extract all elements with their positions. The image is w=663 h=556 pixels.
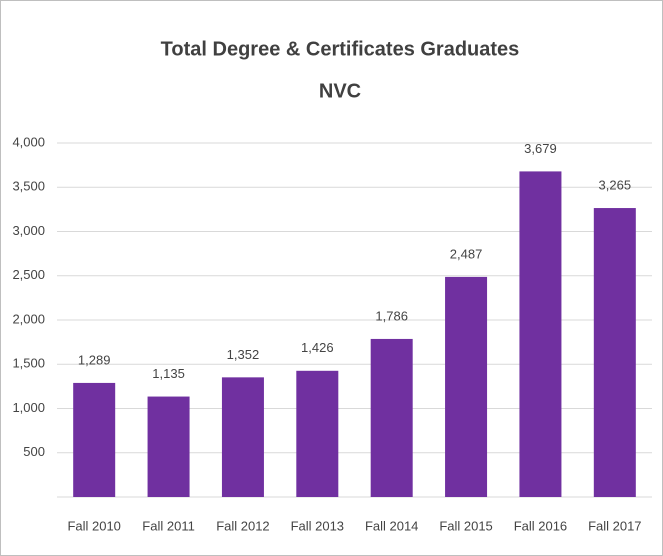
data-label: 1,352 [227,347,260,362]
data-label: 1,426 [301,340,334,355]
data-label: 3,679 [524,141,557,156]
bar [370,338,413,497]
y-tick-label: 2,500 [12,267,45,282]
bar [593,208,636,498]
x-tick-label: Fall 2010 [67,518,120,533]
bar [445,276,488,497]
x-tick-label: Fall 2017 [588,518,641,533]
x-tick-label: Fall 2012 [216,518,269,533]
y-tick-label: 1,500 [12,356,45,371]
bar [221,377,264,497]
chart-subtitle: NVC [319,80,361,102]
y-tick-label: 1,000 [12,400,45,415]
bar [519,171,562,497]
y-tick-label: 4,000 [12,134,45,149]
data-label: 1,135 [152,366,185,381]
x-tick-label: Fall 2011 [142,518,195,533]
bar [73,382,116,497]
y-tick-label: 3,500 [12,179,45,194]
x-tick-label: Fall 2013 [291,518,344,533]
y-tick-label: 3,000 [12,223,45,238]
x-tick-label: Fall 2015 [439,518,492,533]
data-label: 1,786 [375,308,408,323]
data-label: 1,289 [78,352,111,367]
x-tick-label: Fall 2016 [514,518,567,533]
y-tick-label: 2,000 [12,311,45,326]
bar [147,396,190,497]
bar [296,370,339,497]
data-label: 2,487 [450,246,483,261]
y-tick-label: 500 [23,444,45,459]
data-label: 3,265 [599,177,632,192]
x-tick-label: Fall 2014 [365,518,418,533]
chart-title: Total Degree & Certificates Graduates [161,38,520,60]
